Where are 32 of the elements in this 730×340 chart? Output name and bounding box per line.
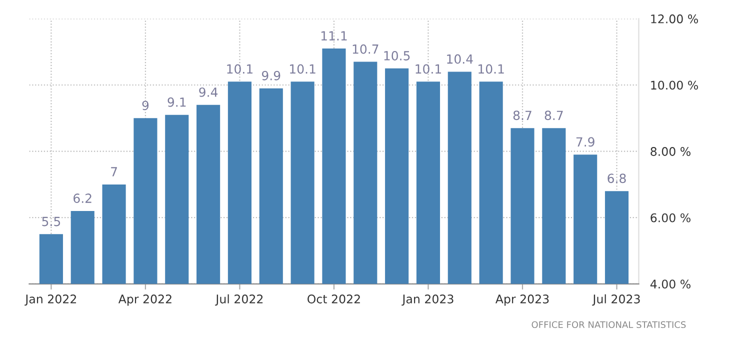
y-tick-label: 10.00 % <box>651 80 698 90</box>
text: OFFICE FOR NATIONAL STATISTICS <box>532 321 686 328</box>
data-label: 5.5 <box>42 216 60 226</box>
data-label: 10.5 <box>384 50 410 60</box>
data-label: 9.1 <box>168 97 186 107</box>
x-tick-label: Apr 2022 <box>118 294 172 306</box>
data-label: 7.9 <box>576 137 594 147</box>
x-tick-label: Jul 2023 <box>592 294 640 306</box>
x-tick-label: Apr 2023 <box>495 294 549 306</box>
data-label: 8.7 <box>544 110 563 120</box>
x-tick-label: Oct 2022 <box>308 294 360 304</box>
y-tick-label: 4.00 % <box>650 280 690 289</box>
y-tick-label: 12.00 % <box>651 14 698 24</box>
data-label: 10.4 <box>447 54 473 64</box>
data-label: 9 <box>142 100 149 110</box>
x-tick-label: Jan 2023 <box>402 294 454 306</box>
data-label: 7 <box>111 167 117 176</box>
data-label: 6.2 <box>74 194 92 203</box>
data-label: 8.7 <box>513 110 532 120</box>
data-label: 11.1 <box>321 31 347 40</box>
x-tick-label: Jul 2022 <box>215 294 263 306</box>
x-tick-label: Jan 2022 <box>24 294 76 306</box>
data-label: 9.4 <box>199 87 218 97</box>
data-label: 10.1 <box>290 64 316 74</box>
data-label: 10.7 <box>352 44 378 54</box>
data-label: 10.1 <box>416 64 441 74</box>
y-tick-label: 8.00 % <box>650 147 690 156</box>
data-label: 10.1 <box>478 64 504 74</box>
data-label: 6.8 <box>608 174 626 184</box>
data-label: 9.9 <box>262 70 280 80</box>
data-label: 10.1 <box>227 64 252 74</box>
y-tick-label: 6.00 % <box>650 213 690 222</box>
